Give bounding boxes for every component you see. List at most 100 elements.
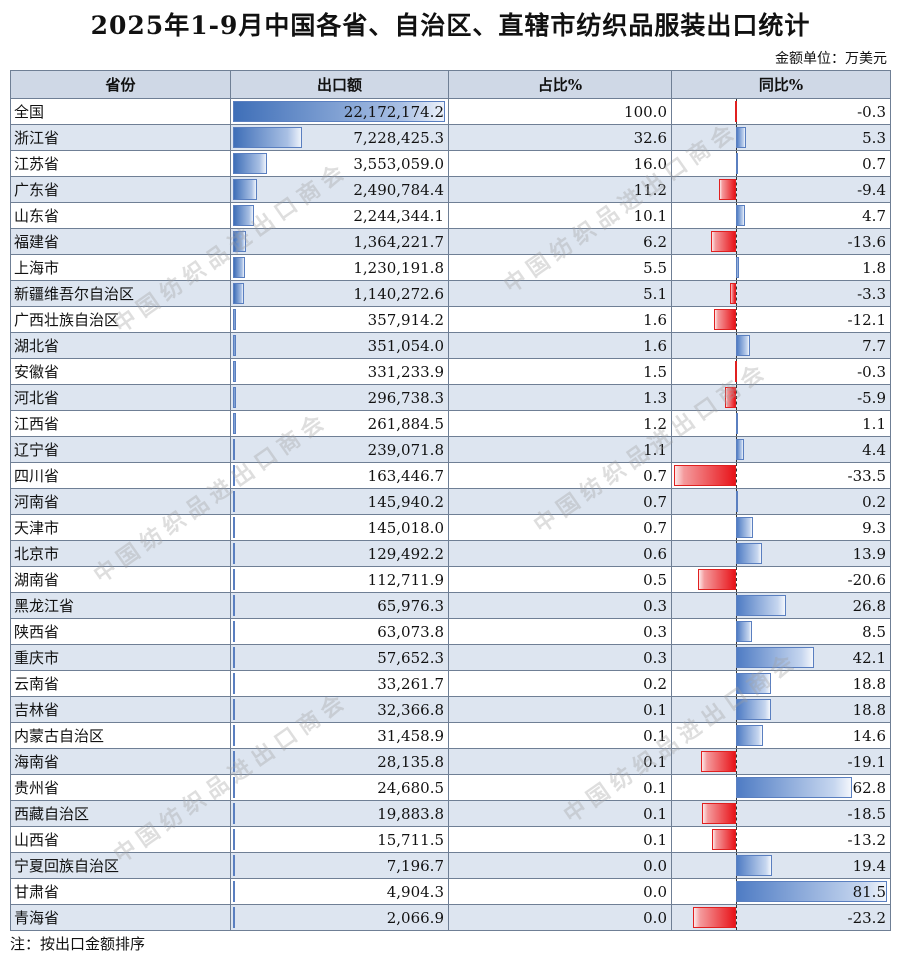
yoy-cell: 19.4: [671, 852, 891, 879]
yoy-value: -0.3: [857, 362, 886, 381]
export-value: 57,652.3: [377, 648, 444, 667]
share-cell: 0.7: [448, 488, 672, 515]
export-cell: 65,976.3: [230, 592, 449, 619]
yoy-value: 0.2: [862, 492, 886, 511]
export-bar: [233, 725, 235, 746]
province-cell: 北京市: [10, 540, 231, 567]
share-cell: 1.1: [448, 436, 672, 463]
export-bar: [233, 361, 237, 382]
export-bar: [233, 179, 257, 200]
table-row: 广东省 2,490,784.4 11.2 -9.4: [10, 176, 891, 203]
province-cell: 安徽省: [10, 358, 231, 385]
table-row: 湖南省 112,711.9 0.5 -20.6: [10, 566, 891, 593]
table-row: 内蒙古自治区 31,458.9 0.1 14.6: [10, 722, 891, 749]
yoy-cell: 18.8: [671, 696, 891, 723]
export-cell: 15,711.5: [230, 826, 449, 853]
yoy-negative-bar: [693, 907, 736, 928]
yoy-positive-bar: [736, 725, 764, 746]
export-value: 7,196.7: [386, 856, 444, 875]
province-cell: 河南省: [10, 488, 231, 515]
export-bar: [233, 803, 235, 824]
col-header-province: 省份: [10, 70, 231, 99]
export-cell: 19,883.8: [230, 800, 449, 827]
table-row: 海南省 28,135.8 0.1 -19.1: [10, 748, 891, 775]
export-cell: 24,680.5: [230, 774, 449, 801]
export-bar: [233, 257, 245, 278]
export-value: 31,458.9: [377, 726, 444, 745]
share-cell: 0.1: [448, 826, 672, 853]
province-cell: 河北省: [10, 384, 231, 411]
province-cell: 黑龙江省: [10, 592, 231, 619]
province-cell: 山西省: [10, 826, 231, 853]
yoy-cell: 5.3: [671, 124, 891, 151]
table-row: 吉林省 32,366.8 0.1 18.8: [10, 696, 891, 723]
export-cell: 2,490,784.4: [230, 176, 449, 203]
yoy-value: -19.1: [847, 752, 886, 771]
province-cell: 广东省: [10, 176, 231, 203]
share-cell: 1.3: [448, 384, 672, 411]
yoy-cell: 9.3: [671, 514, 891, 541]
yoy-axis: [736, 801, 737, 826]
export-cell: 22,172,174.2: [230, 98, 449, 125]
export-cell: 1,364,221.7: [230, 228, 449, 255]
export-bar: [233, 699, 235, 720]
export-value: 129,492.2: [367, 544, 444, 563]
yoy-cell: 13.9: [671, 540, 891, 567]
export-bar: [233, 205, 255, 226]
share-cell: 0.1: [448, 696, 672, 723]
yoy-negative-bar: [697, 569, 736, 590]
share-cell: 0.2: [448, 670, 672, 697]
export-cell: 3,553,059.0: [230, 150, 449, 177]
export-value: 22,172,174.2: [343, 102, 444, 121]
yoy-negative-bar: [713, 309, 736, 330]
table-row: 云南省 33,261.7 0.2 18.8: [10, 670, 891, 697]
export-value: 357,914.2: [367, 310, 444, 329]
yoy-positive-bar: [736, 881, 887, 902]
export-cell: 129,492.2: [230, 540, 449, 567]
yoy-value: 81.5: [852, 882, 886, 901]
table-row: 广西壮族自治区 357,914.2 1.6 -12.1: [10, 306, 891, 333]
yoy-positive-bar: [736, 153, 738, 174]
export-bar: [233, 491, 235, 512]
yoy-cell: -13.2: [671, 826, 891, 853]
share-cell: 0.7: [448, 462, 672, 489]
province-cell: 湖南省: [10, 566, 231, 593]
share-cell: 5.5: [448, 254, 672, 281]
export-value: 112,711.9: [367, 570, 444, 589]
province-cell: 宁夏回族自治区: [10, 852, 231, 879]
yoy-cell: 4.7: [671, 202, 891, 229]
export-cell: 7,196.7: [230, 852, 449, 879]
yoy-axis: [736, 229, 737, 254]
export-cell: 261,884.5: [230, 410, 449, 437]
yoy-positive-bar: [736, 439, 745, 460]
export-value: 2,490,784.4: [353, 180, 444, 199]
export-cell: 357,914.2: [230, 306, 449, 333]
table-row: 宁夏回族自治区 7,196.7 0.0 19.4: [10, 852, 891, 879]
yoy-cell: -12.1: [671, 306, 891, 333]
province-cell: 江苏省: [10, 150, 231, 177]
province-cell: 湖北省: [10, 332, 231, 359]
export-value: 19,883.8: [377, 804, 444, 823]
share-cell: 0.0: [448, 878, 672, 905]
yoy-positive-bar: [736, 127, 746, 148]
export-value: 261,884.5: [367, 414, 444, 433]
share-cell: 0.1: [448, 722, 672, 749]
yoy-axis: [736, 177, 737, 202]
province-cell: 天津市: [10, 514, 231, 541]
table-row: 天津市 145,018.0 0.7 9.3: [10, 514, 891, 541]
export-bar: [233, 569, 235, 590]
table-row: 西藏自治区 19,883.8 0.1 -18.5: [10, 800, 891, 827]
province-cell: 重庆市: [10, 644, 231, 671]
yoy-positive-bar: [736, 621, 752, 642]
yoy-cell: -5.9: [671, 384, 891, 411]
province-cell: 陕西省: [10, 618, 231, 645]
yoy-value: 0.7: [862, 154, 886, 173]
yoy-cell: -18.5: [671, 800, 891, 827]
export-bar: [233, 283, 244, 304]
yoy-cell: 4.4: [671, 436, 891, 463]
export-value: 24,680.5: [377, 778, 444, 797]
page-title: 2025年1-9月中国各省、自治区、直辖市纺织品服装出口统计: [90, 11, 811, 40]
province-cell: 辽宁省: [10, 436, 231, 463]
table-row: 安徽省 331,233.9 1.5 -0.3: [10, 358, 891, 385]
export-cell: 57,652.3: [230, 644, 449, 671]
